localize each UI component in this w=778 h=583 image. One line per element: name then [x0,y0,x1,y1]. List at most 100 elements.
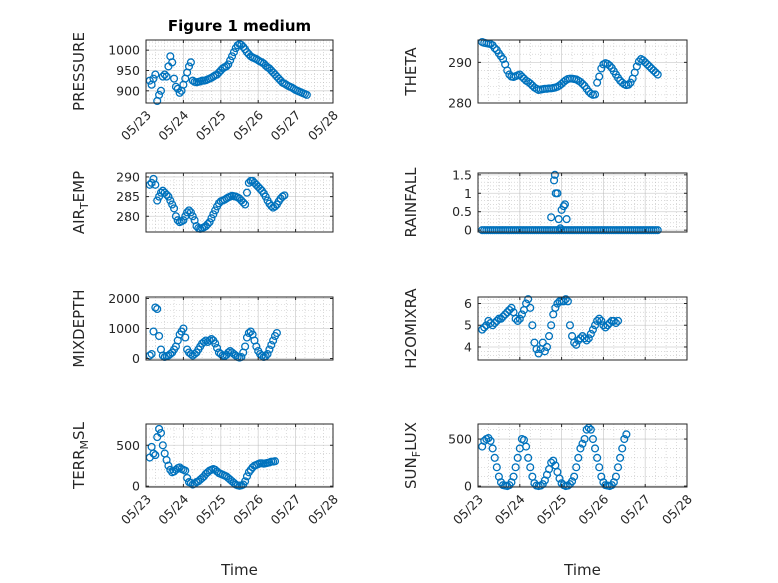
axes-frame [145,423,334,488]
data-point [224,60,233,69]
data-point [239,198,248,207]
data-point [267,340,276,350]
y-tick-label: 290 [448,55,472,70]
data-point [242,472,252,481]
y-tick-label: 2000 [108,291,140,306]
data-point [547,321,556,330]
axes-frame [477,39,688,104]
data-point [550,176,559,185]
data-point [645,62,654,71]
data-point [149,74,158,83]
data-point [538,338,547,347]
y-tick-label: 500 [116,438,140,453]
data-point [624,80,633,89]
data-point [181,466,190,475]
data-point [241,200,250,209]
data-point [532,345,541,354]
data-point [513,316,522,325]
data-point [184,62,194,71]
data-point [526,79,535,88]
data-point [626,78,635,87]
data-point [528,321,537,330]
y-tick-label: 1 [464,186,472,201]
data-point [590,90,600,99]
data-point [156,428,166,438]
data-point [226,56,235,65]
data-point [522,442,531,451]
y-tick-label: 0 [464,223,472,238]
y-axis-label: THETA [402,47,420,97]
data-point [170,74,179,83]
data-point [576,77,585,86]
y-tick-label: 1000 [108,321,140,336]
data-point [151,303,160,312]
data-point [499,312,508,321]
y-tick-label: 1.5 [452,167,472,182]
data-point [643,60,652,69]
data-point [582,425,591,434]
data-point [233,41,242,50]
data-point [595,314,604,323]
axes-background [478,173,687,232]
data-point [517,72,526,81]
y-axis-label: TERRMSL [70,421,91,490]
data-point [302,90,311,99]
data-point [242,188,252,197]
data-point [580,434,589,444]
subplot-5: 0 1000 2000 MIXDEPTH [70,289,334,368]
y-axis-label: RAINFALL [402,167,420,238]
data-point [653,70,662,79]
data-point [597,316,606,325]
y-tick-label: 285 [116,189,140,204]
data-point [613,463,623,472]
data-point [222,62,231,71]
x-axis-label: Time [220,561,258,579]
data-point [153,196,162,205]
data-point [156,86,166,95]
data-point [513,453,522,462]
data-point [164,461,173,470]
data-point [542,342,552,352]
subplot-3: 280 285 290 AIRTEMP [70,169,334,234]
data-point [179,324,188,333]
y-tick-label: 6 [464,296,472,311]
y-axis-label: H2OMIXRA [402,288,420,369]
axes-frame [477,296,688,361]
data-point [613,316,623,325]
data-point [580,334,589,343]
data-point [632,62,641,71]
data-point [522,299,531,308]
data-point [155,331,164,341]
data-point [524,453,533,462]
data-point [149,449,158,458]
data-point [257,351,266,360]
subplot-6: 4 5 6 H2OMIXRA [402,288,688,369]
data-point [199,337,209,347]
data-point [501,310,510,319]
data-point [205,218,214,227]
data-point [511,463,520,472]
data-point [181,333,190,342]
data-point [492,316,501,325]
data-point [488,444,497,453]
axes-frame [477,172,688,233]
data-point [158,351,167,360]
data-point [186,349,195,359]
data-point [572,340,581,349]
data-point [590,321,600,330]
data-point [177,217,186,226]
data-point [618,444,627,453]
data-point [175,88,184,97]
data-point [515,70,524,79]
data-point [241,342,250,351]
data-point [480,323,489,332]
data-point [570,338,579,347]
data-point [526,463,535,472]
data-point [162,72,171,81]
figure-title: Figure 1 medium [168,17,311,35]
data-point [186,208,195,217]
data-point [211,206,220,215]
data-point [490,319,499,328]
data-point [270,457,280,466]
